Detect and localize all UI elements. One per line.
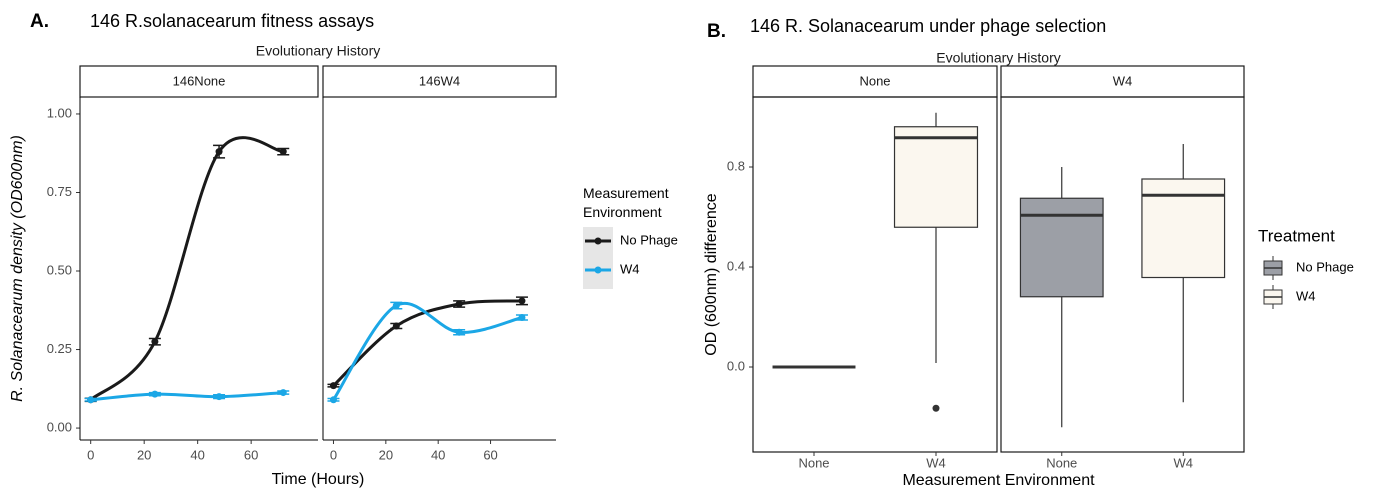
strip-label: None — [859, 73, 890, 88]
y-tick-label: 0.75 — [47, 184, 72, 199]
x-axis-label: Measurement Environment — [902, 472, 1095, 489]
x-tick-label: 60 — [244, 447, 258, 462]
point — [87, 396, 95, 404]
panel-border — [1000, 96, 1245, 453]
y-tick-label: 0.0 — [727, 358, 745, 373]
legend-key — [594, 237, 602, 245]
strip-title: Evolutionary History — [256, 43, 381, 59]
x-tick-label: 40 — [190, 447, 204, 462]
strip-title: Evolutionary History — [936, 50, 1061, 66]
point — [215, 148, 223, 156]
series-line — [332, 302, 523, 401]
point — [329, 382, 337, 390]
chart-title: 146 R.solanacearum fitness assays — [90, 11, 374, 31]
legend-title: Measurement Environment — [583, 185, 669, 220]
strip-label: W4 — [1113, 73, 1133, 88]
y-tick-label: 0.25 — [47, 341, 72, 356]
point — [392, 302, 400, 310]
x-axis-label: Time (Hours) — [272, 471, 365, 488]
legend-label: No Phage — [1296, 259, 1354, 274]
point — [151, 338, 159, 346]
x-tick-label: 20 — [137, 447, 151, 462]
x-tick-label: 0 — [87, 447, 94, 462]
series-line — [89, 136, 284, 401]
strip — [752, 65, 998, 98]
series-line — [90, 391, 284, 402]
x-tick-label: None — [1046, 455, 1077, 470]
point — [392, 322, 400, 330]
strip — [79, 65, 319, 98]
strip-label: 146None — [173, 73, 226, 88]
point — [455, 328, 463, 336]
series-line — [332, 299, 523, 387]
legend-key-bg — [583, 227, 613, 289]
x-tick-label: 40 — [431, 447, 445, 462]
x-tick-label: None — [798, 455, 829, 470]
panel-label: A. — [30, 11, 49, 32]
x-tick-label: 20 — [379, 447, 393, 462]
y-tick-label: 0.4 — [727, 258, 745, 273]
point — [518, 314, 526, 321]
panel-label: B. — [707, 21, 726, 42]
x-tick-label: 0 — [330, 447, 337, 462]
y-axis-label: OD (600nm) difference — [703, 193, 720, 356]
legend-label: No Phage — [620, 232, 678, 247]
outlier — [932, 404, 940, 412]
strip — [322, 65, 557, 98]
strip — [1000, 65, 1245, 98]
box — [893, 126, 979, 228]
x-tick-label: W4 — [1174, 455, 1194, 470]
y-tick-label: 1.00 — [47, 105, 72, 120]
panel-border — [752, 96, 998, 453]
box — [1019, 197, 1104, 298]
y-axis-label: R. Solanacearum density (OD600nm) — [9, 135, 26, 402]
point — [279, 389, 287, 397]
legend-key — [594, 266, 602, 274]
x-tick-label: W4 — [926, 455, 946, 470]
x-tick-label: 60 — [483, 447, 497, 462]
y-tick-label: 0.00 — [47, 420, 72, 435]
legend-title: Treatment — [1258, 226, 1335, 245]
legend-label: W4 — [620, 261, 640, 276]
point — [151, 390, 159, 398]
y-tick-label: 0.8 — [727, 158, 745, 173]
strip-label: 146W4 — [419, 73, 460, 88]
chart-title: 146 R. Solanacearum under phage selectio… — [750, 16, 1106, 36]
point — [455, 300, 463, 308]
point — [518, 297, 526, 305]
legend-label: W4 — [1296, 288, 1316, 303]
y-tick-label: 0.50 — [47, 262, 72, 277]
point — [279, 148, 287, 156]
point — [329, 396, 337, 404]
point — [215, 393, 223, 401]
